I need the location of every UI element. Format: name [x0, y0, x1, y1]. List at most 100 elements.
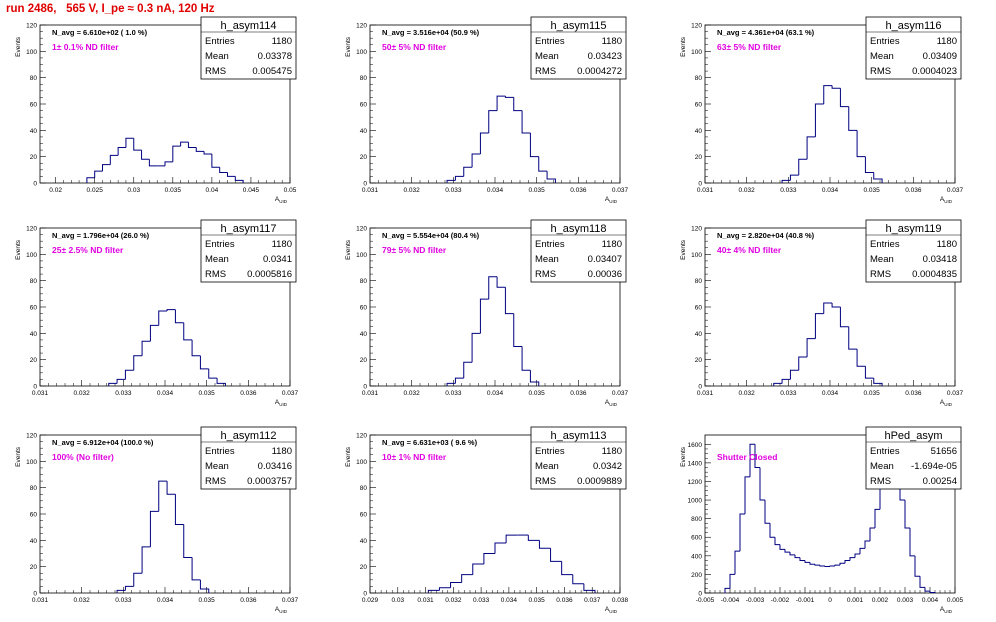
stats-value: 0.0003757 [247, 476, 292, 487]
histogram-bin [158, 310, 168, 326]
stats-value: 0.0005816 [247, 269, 292, 280]
y-tick-label: 120 [26, 226, 37, 233]
histogram-panel-h_asym118: 0 20 40 60 80 100 120 0.031 0.032 0.033 0.034 0.035… [345, 219, 629, 407]
x-tick-label: 0.036 [240, 390, 257, 397]
histogram-bin [183, 524, 193, 558]
navg-label: N_avg = 6.631e+03 ( 9.6 %) [382, 438, 478, 447]
histogram-bin [488, 276, 498, 300]
histogram-bin [438, 587, 451, 591]
y-tick-label: 1600 [688, 442, 703, 449]
stats-label: Entries [870, 239, 900, 250]
stats-label: Entries [535, 239, 565, 250]
x-tick-label: 0.035 [529, 187, 546, 194]
y-tick-label: 0 [698, 181, 702, 188]
x-tick-label: 0.035 [199, 390, 216, 397]
histogram-bin [195, 147, 205, 152]
y-tick-label: 60 [360, 305, 368, 312]
stats-value: -1.694e-05 [911, 461, 957, 472]
stats-value: 1180 [602, 239, 622, 250]
histogram-bin [513, 313, 523, 347]
histogram-bin [116, 589, 126, 593]
x-tick-label: 0.031 [697, 390, 714, 397]
histogram-bin [538, 540, 551, 549]
y-tick-label: 800 [691, 516, 702, 523]
x-tick-label: 0.001 [847, 597, 864, 604]
navg-label: N_avg = 1.796e+04 (26.0 %) [52, 231, 150, 240]
histogram-bin [561, 561, 573, 576]
histogram-bin [814, 103, 824, 137]
histogram-bin [873, 378, 883, 386]
stats-value: 1180 [937, 36, 957, 47]
stats-value: 0.0004023 [912, 66, 957, 77]
histogram-bin [798, 356, 808, 371]
histogram-bin [781, 179, 791, 183]
navg-label: N_avg = 3.516e+04 (50.9 %) [382, 28, 480, 37]
y-axis-title: Events [345, 239, 352, 260]
stats-label: Entries [205, 36, 235, 47]
stats-value: 0.0341 [263, 254, 292, 265]
filter-label: 50± 5% ND filter [382, 42, 447, 52]
histogram-bin [471, 332, 481, 363]
y-tick-label: 100 [356, 459, 367, 466]
x-tick-label: 0.033 [780, 187, 797, 194]
histogram-bin [874, 508, 880, 528]
x-tick-label: 0.032 [739, 187, 756, 194]
y-tick-label: 20 [30, 564, 38, 571]
y-tick-label: 1400 [688, 460, 703, 467]
y-tick-label: 80 [695, 75, 703, 82]
y-tick-label: 20 [695, 357, 703, 364]
histogram-panel-h_asym115: 0 20 40 60 80 100 120 0.031 0.032 0.033 0.034 0.035… [345, 16, 629, 204]
stats-value: 1180 [602, 36, 622, 47]
histogram-bin [804, 560, 810, 563]
x-tick-label: 0.036 [556, 597, 573, 604]
filter-label: Shutter Closed [717, 452, 777, 462]
stats-value: 0.03418 [923, 254, 957, 265]
histogram-bin [124, 585, 134, 591]
x-tick-label: 0.033 [115, 597, 132, 604]
y-tick-label: 120 [691, 23, 702, 30]
histogram-bin [479, 298, 489, 334]
x-tick-label: 0.034 [487, 390, 504, 397]
histogram-bin [124, 369, 134, 380]
histogram-bin [529, 370, 540, 386]
histogram-bin [125, 137, 134, 148]
stats-value: 0.005475 [252, 66, 292, 77]
x-tick-label: 0.035 [529, 597, 546, 604]
stats-label: Entries [205, 446, 235, 457]
histogram-bin [864, 366, 874, 379]
navg-label: N_avg = 6.912e+04 (100.0 %) [52, 438, 154, 447]
histogram-bin [199, 355, 209, 370]
stats-value: 0.03423 [588, 51, 622, 62]
x-tick-label: 0.004 [922, 597, 939, 604]
stats-box [200, 16, 297, 80]
x-axis-title: AUID [940, 399, 953, 407]
histogram-bin [873, 172, 883, 183]
x-tick-label: -0.004 [721, 597, 740, 604]
x-tick-label: 0.04 [206, 187, 219, 194]
y-axis-title: Events [345, 446, 352, 467]
x-tick-label: 0.034 [822, 187, 839, 194]
histogram-bin [774, 537, 780, 546]
y-tick-label: 60 [695, 102, 703, 109]
x-tick-label: 0.031 [362, 187, 379, 194]
y-tick-label: 20 [695, 154, 703, 161]
y-tick-label: 80 [360, 75, 368, 82]
x-tick-label: 0.031 [697, 187, 714, 194]
stats-box [530, 219, 627, 283]
histogram-bin [109, 154, 119, 165]
y-axis-title: Events [345, 36, 352, 57]
y-axis-title: Events [15, 239, 22, 260]
histogram-bin [831, 85, 841, 89]
stats-box [200, 426, 297, 490]
y-tick-label: 80 [360, 278, 368, 285]
x-tick-label: 0.03 [127, 187, 140, 194]
x-tick-label: 0.038 [612, 597, 629, 604]
filter-label: 10± 1% ND filter [382, 452, 447, 462]
x-tick-label: 0.037 [947, 390, 964, 397]
histogram-bin [513, 97, 523, 112]
stats-label: Mean [205, 254, 229, 265]
stats-label: RMS [535, 66, 556, 77]
y-axis-title: Events [680, 239, 687, 260]
histogram-bin [546, 171, 556, 183]
histogram-bin [496, 276, 506, 288]
